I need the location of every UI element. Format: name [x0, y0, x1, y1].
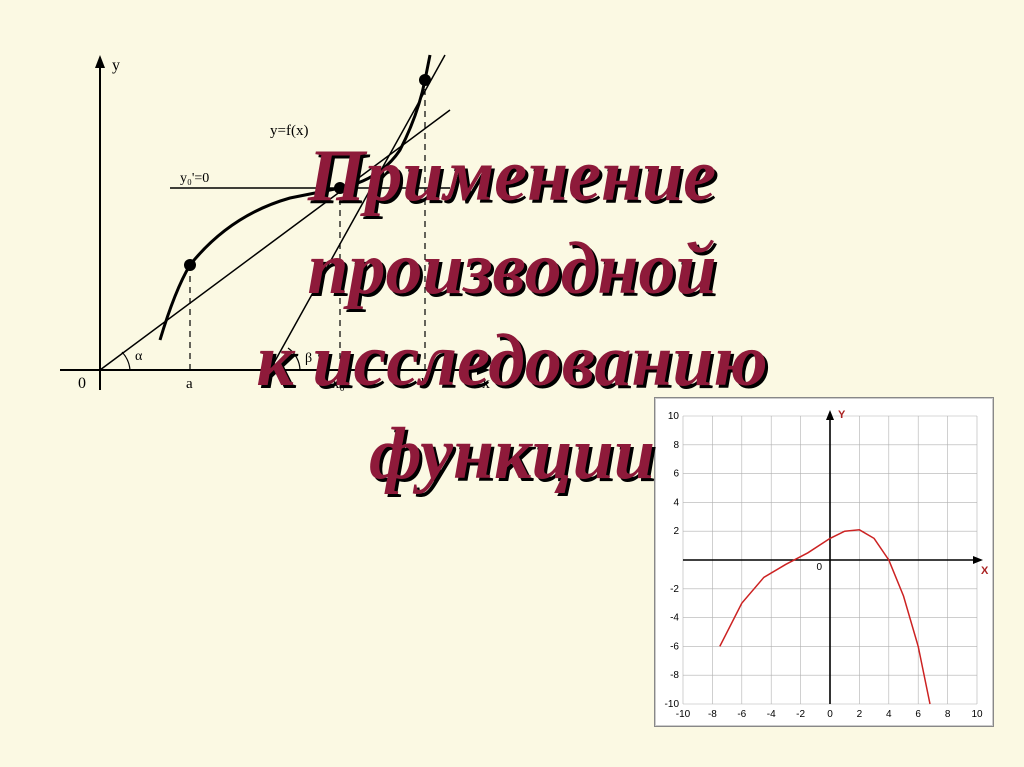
svg-text:2: 2 [673, 526, 679, 537]
svg-text:6: 6 [915, 709, 921, 720]
y-axis-label: у [112, 57, 120, 74]
svg-text:-2: -2 [670, 584, 679, 595]
svg-text:-8: -8 [708, 709, 717, 720]
svg-text:2: 2 [857, 709, 863, 720]
title-line-2: производной [0, 223, 1024, 316]
svg-text:-8: -8 [670, 670, 679, 681]
slide-title: Применение производной к исследованию фу… [0, 130, 1024, 500]
svg-text:-6: -6 [670, 641, 679, 652]
svg-text:-10: -10 [665, 699, 680, 710]
svg-text:-4: -4 [670, 613, 679, 624]
svg-text:0: 0 [816, 562, 822, 573]
curve-point [419, 74, 431, 86]
title-line-3: к исследованию [0, 315, 1024, 408]
title-line-1: Применение [0, 130, 1024, 223]
svg-text:-4: -4 [767, 709, 776, 720]
svg-text:-2: -2 [796, 709, 805, 720]
svg-text:10: 10 [971, 709, 983, 720]
svg-text:4: 4 [886, 709, 892, 720]
svg-text:-10: -10 [676, 709, 691, 720]
svg-text:-6: -6 [737, 709, 746, 720]
svg-text:X: X [981, 565, 989, 577]
svg-text:0: 0 [827, 709, 833, 720]
svg-text:8: 8 [945, 709, 951, 720]
title-line-4: функции [0, 408, 1024, 501]
